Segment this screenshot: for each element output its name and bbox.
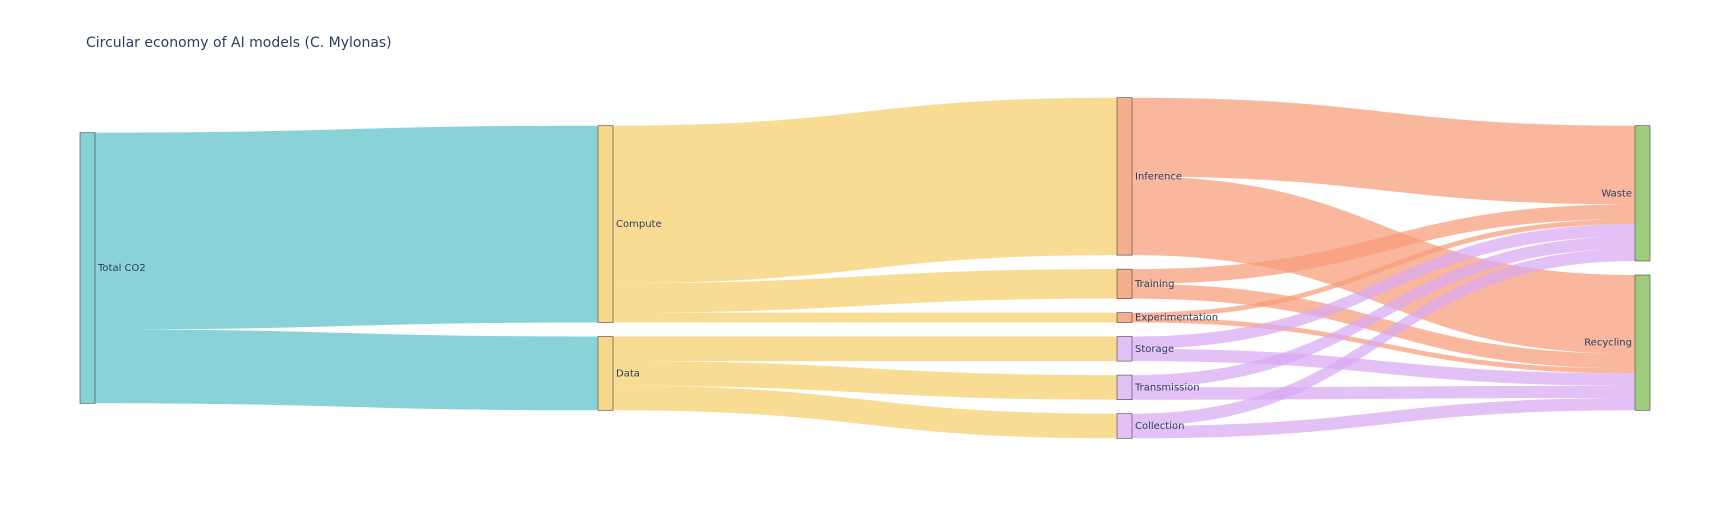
node-label-waste: Waste bbox=[1601, 188, 1632, 199]
node-label-storage: Storage bbox=[1135, 344, 1174, 355]
node-waste[interactable] bbox=[1634, 125, 1651, 262]
link-transmission-recycling[interactable] bbox=[1132, 385, 1635, 400]
link-compute-training[interactable] bbox=[613, 269, 1117, 313]
labels-layer: Total CO2 Compute Data Inference Training Exp… bbox=[97, 171, 1632, 432]
link-data-storage[interactable] bbox=[613, 336, 1117, 362]
link-data-transmission[interactable] bbox=[613, 361, 1117, 400]
node-recycling[interactable] bbox=[1634, 274, 1651, 411]
link-storage-recycling[interactable] bbox=[1132, 348, 1635, 386]
node-training[interactable] bbox=[1116, 268, 1133, 299]
link-inference-waste[interactable] bbox=[1132, 97, 1635, 205]
node-label-inference: Inference bbox=[1135, 171, 1182, 182]
chart-title: Circular economy of AI models (C. Mylona… bbox=[86, 35, 392, 51]
node-data[interactable] bbox=[597, 336, 614, 411]
node-transmission[interactable] bbox=[1116, 374, 1133, 401]
node-total[interactable] bbox=[79, 132, 96, 404]
links-layer bbox=[95, 97, 1635, 439]
link-inference-recycling[interactable] bbox=[1132, 176, 1635, 354]
link-total-compute[interactable] bbox=[95, 125, 598, 330]
node-label-training: Training bbox=[1134, 279, 1174, 290]
link-collection-waste[interactable] bbox=[1132, 248, 1635, 426]
node-inference[interactable] bbox=[1116, 97, 1133, 256]
link-training-waste[interactable] bbox=[1132, 204, 1635, 284]
nodes-layer bbox=[79, 97, 1651, 439]
node-label-transmission: Transmission bbox=[1134, 382, 1200, 393]
node-collection[interactable] bbox=[1116, 413, 1133, 439]
link-total-data[interactable] bbox=[95, 329, 598, 411]
link-storage-waste[interactable] bbox=[1132, 224, 1635, 349]
node-label-compute: Compute bbox=[616, 219, 662, 230]
link-experimentation-recycling[interactable] bbox=[1132, 317, 1635, 374]
link-compute-inference[interactable] bbox=[613, 97, 1117, 284]
link-transmission-waste[interactable] bbox=[1132, 236, 1635, 388]
link-data-collection[interactable] bbox=[613, 385, 1117, 439]
node-label-total: Total CO2 bbox=[97, 263, 146, 274]
node-label-recycling: Recycling bbox=[1584, 338, 1632, 349]
node-experimentation[interactable] bbox=[1116, 312, 1133, 323]
node-storage[interactable] bbox=[1116, 336, 1133, 362]
node-label-data: Data bbox=[616, 368, 640, 379]
node-label-experimentation: Experimentation bbox=[1135, 313, 1218, 324]
link-compute-experimentation[interactable] bbox=[613, 312, 1117, 323]
link-experimentation-waste[interactable] bbox=[1132, 219, 1635, 318]
link-collection-recycling[interactable] bbox=[1132, 398, 1635, 439]
node-compute[interactable] bbox=[597, 125, 614, 323]
node-label-collection: Collection bbox=[1135, 421, 1184, 432]
